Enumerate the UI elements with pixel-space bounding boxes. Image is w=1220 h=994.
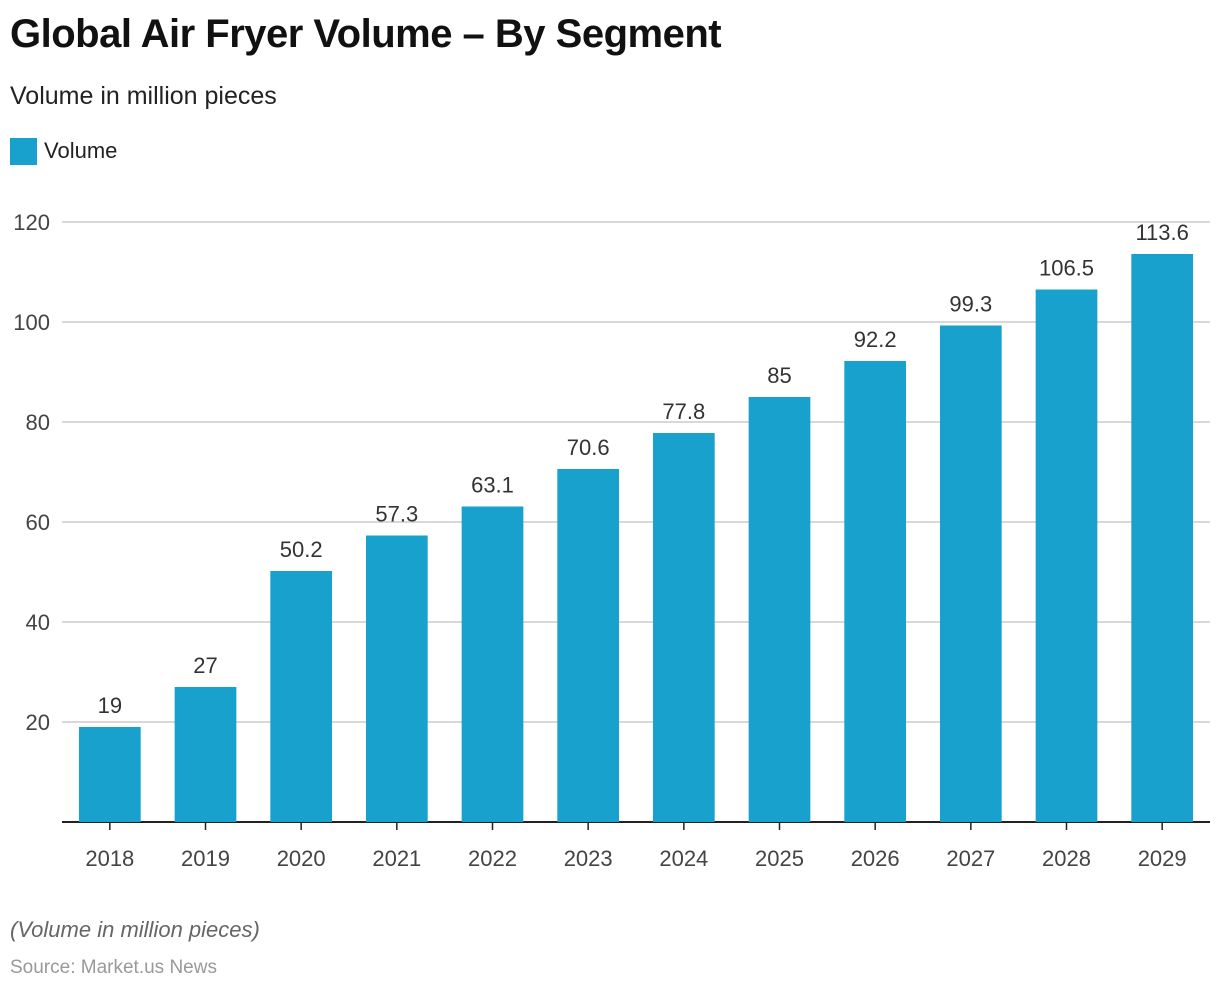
data-label: 19 bbox=[98, 693, 122, 718]
x-tick-label: 2028 bbox=[1042, 846, 1091, 871]
y-tick-label: 120 bbox=[13, 210, 50, 235]
x-tick-label: 2021 bbox=[372, 846, 421, 871]
x-tick-label: 2020 bbox=[277, 846, 326, 871]
footnote: (Volume in million pieces) bbox=[10, 917, 260, 942]
bar bbox=[270, 571, 333, 822]
bar bbox=[1035, 289, 1098, 822]
x-tick-label: 2025 bbox=[755, 846, 804, 871]
x-tick-label: 2027 bbox=[946, 846, 995, 871]
data-label: 85 bbox=[767, 363, 791, 388]
bar bbox=[461, 506, 524, 822]
bar bbox=[365, 535, 428, 822]
data-label: 77.8 bbox=[662, 399, 705, 424]
x-tick-label: 2026 bbox=[851, 846, 900, 871]
y-tick-label: 100 bbox=[13, 310, 50, 335]
data-label: 50.2 bbox=[280, 537, 323, 562]
y-tick-label: 80 bbox=[26, 410, 50, 435]
x-tick-label: 2023 bbox=[564, 846, 613, 871]
bar bbox=[939, 325, 1002, 822]
bar bbox=[174, 687, 237, 822]
bar bbox=[652, 433, 715, 822]
source-credit: Source: Market.us News bbox=[10, 957, 217, 978]
y-tick-label: 60 bbox=[26, 510, 50, 535]
y-tick-label: 20 bbox=[26, 710, 50, 735]
legend: Volume bbox=[10, 136, 117, 166]
legend-swatch bbox=[10, 137, 37, 165]
data-label: 63.1 bbox=[471, 473, 514, 498]
data-label: 92.2 bbox=[854, 327, 897, 352]
bar bbox=[557, 469, 620, 822]
x-tick-label: 2018 bbox=[85, 846, 134, 871]
bar-chart: 20 40 60 80 100 120 19 2018 27 2019 50.2 2020 57.3 20… bbox=[13, 210, 1210, 871]
y-tick-label: 40 bbox=[26, 610, 50, 635]
data-label: 57.3 bbox=[375, 502, 418, 527]
bar bbox=[1131, 254, 1194, 822]
data-label: 106.5 bbox=[1039, 256, 1094, 281]
data-label: 113.6 bbox=[1135, 220, 1188, 245]
data-label: 27 bbox=[193, 653, 217, 678]
bar bbox=[748, 397, 811, 822]
x-tick-label: 2029 bbox=[1138, 846, 1187, 871]
chart-subtitle: Volume in million pieces bbox=[10, 82, 277, 110]
x-tick-label: 2022 bbox=[468, 846, 517, 871]
data-label: 70.6 bbox=[567, 435, 610, 460]
bar bbox=[844, 361, 907, 822]
x-tick-label: 2019 bbox=[181, 846, 230, 871]
x-tick-label: 2024 bbox=[659, 846, 708, 871]
legend-label: Volume bbox=[44, 138, 118, 163]
bar bbox=[78, 727, 141, 822]
chart-title: Global Air Fryer Volume – By Segment bbox=[10, 12, 722, 56]
data-label: 99.3 bbox=[949, 292, 992, 317]
